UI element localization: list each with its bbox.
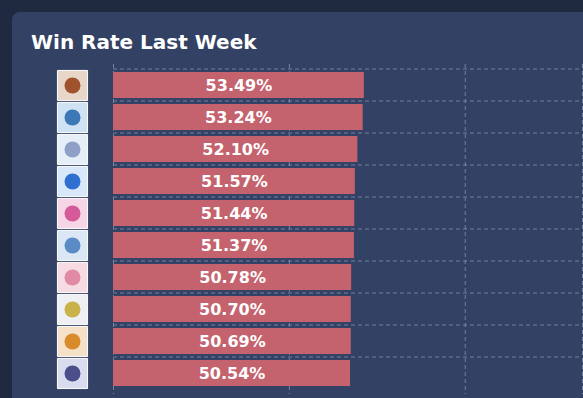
svg-text:50.78%: 50.78% [199,268,266,287]
svg-text:50.69%: 50.69% [199,332,266,351]
svg-text:51.37%: 51.37% [201,236,268,255]
svg-text:53.49%: 53.49% [206,76,273,95]
svg-text:53.24%: 53.24% [205,108,272,127]
svg-text:52.10%: 52.10% [202,140,269,159]
svg-text:50.54%: 50.54% [199,364,266,383]
svg-text:50.70%: 50.70% [199,300,266,319]
svg-text:51.44%: 51.44% [201,204,268,223]
svg-text:51.57%: 51.57% [201,172,268,191]
html-text:Win Rate Last Week: Win Rate Last Week [31,30,257,54]
